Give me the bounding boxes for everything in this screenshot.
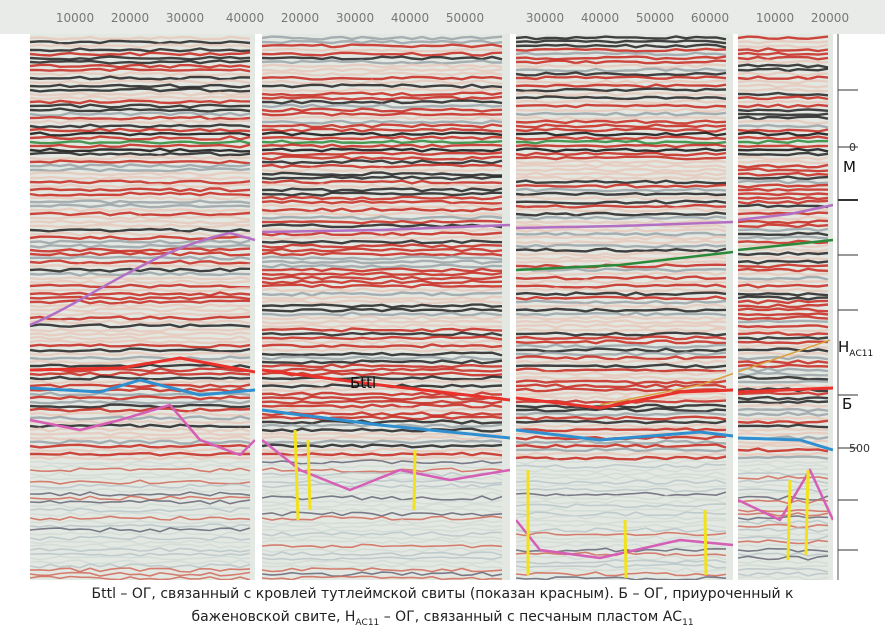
texture-stroke <box>738 381 828 383</box>
texture-stroke <box>738 401 828 403</box>
top-axis-label: 20000 <box>281 11 319 25</box>
caption-text: – ОГ, связанный с песчаным пластом АС <box>379 609 682 625</box>
right-axis-label: 500 <box>849 442 870 455</box>
texture-stroke <box>738 101 828 103</box>
texture-stroke <box>738 197 828 199</box>
top-axis-label: 50000 <box>636 11 674 25</box>
caption-line: баженовской свите, НАС11 – ОГ, связанный… <box>0 609 885 628</box>
texture-stroke <box>738 109 828 111</box>
texture-stroke <box>738 321 828 322</box>
texture-stroke <box>738 189 828 191</box>
right-axis-label: 0 <box>849 141 856 154</box>
caption-line: Бttl – ОГ, связанный с кровлей тутлеймск… <box>0 586 885 602</box>
caption-sub: АС11 <box>355 618 379 628</box>
horizon-label: М <box>843 158 856 176</box>
texture-stroke <box>738 114 828 115</box>
horizon-label-sub: АС11 <box>849 349 873 359</box>
texture-stroke <box>738 313 828 315</box>
top-axis-label: 40000 <box>581 11 619 25</box>
figure: 0 500 М НАС11 Б Бttl 1000020000300004000… <box>0 0 885 634</box>
caption-text: баженовской свите, Н <box>191 609 355 625</box>
texture-stroke <box>738 337 828 339</box>
caption-sub: 11 <box>682 618 693 628</box>
top-axis-label: 40000 <box>226 11 264 25</box>
seismic-texture <box>30 34 833 580</box>
top-axis-label: 50000 <box>446 11 484 25</box>
panel-gap <box>510 34 516 580</box>
horizon-label: Б <box>842 395 852 413</box>
top-axis-label: 10000 <box>756 11 794 25</box>
top-axis-label: 60000 <box>691 11 729 25</box>
top-axis-label: 10000 <box>56 11 94 25</box>
texture-stroke <box>738 69 828 72</box>
texture-stroke <box>30 421 250 424</box>
top-axis-label: 30000 <box>336 11 374 25</box>
horizon-label: Бttl <box>350 374 376 392</box>
top-axis-label: 40000 <box>391 11 429 25</box>
texture-stroke <box>738 405 828 407</box>
top-axis-label: 20000 <box>811 11 849 25</box>
texture-stroke <box>738 125 828 127</box>
panel-gap <box>733 34 738 580</box>
top-axis-label: 30000 <box>166 11 204 25</box>
texture-stroke <box>738 293 828 295</box>
right-margin <box>833 34 885 580</box>
top-axis-label: 30000 <box>526 11 564 25</box>
texture-stroke <box>738 93 828 95</box>
texture-stroke <box>262 193 502 196</box>
texture-stroke <box>738 237 828 239</box>
top-axis-label: 20000 <box>111 11 149 25</box>
texture-stroke <box>516 81 726 84</box>
texture-stroke <box>738 173 828 175</box>
panel-gap <box>255 34 262 580</box>
horizon-label-main: Н <box>838 338 849 356</box>
texture-stroke <box>738 145 828 147</box>
seismic-figure: 0 500 М НАС11 Б Бttl 10000 20000 30000 4000… <box>0 0 885 580</box>
